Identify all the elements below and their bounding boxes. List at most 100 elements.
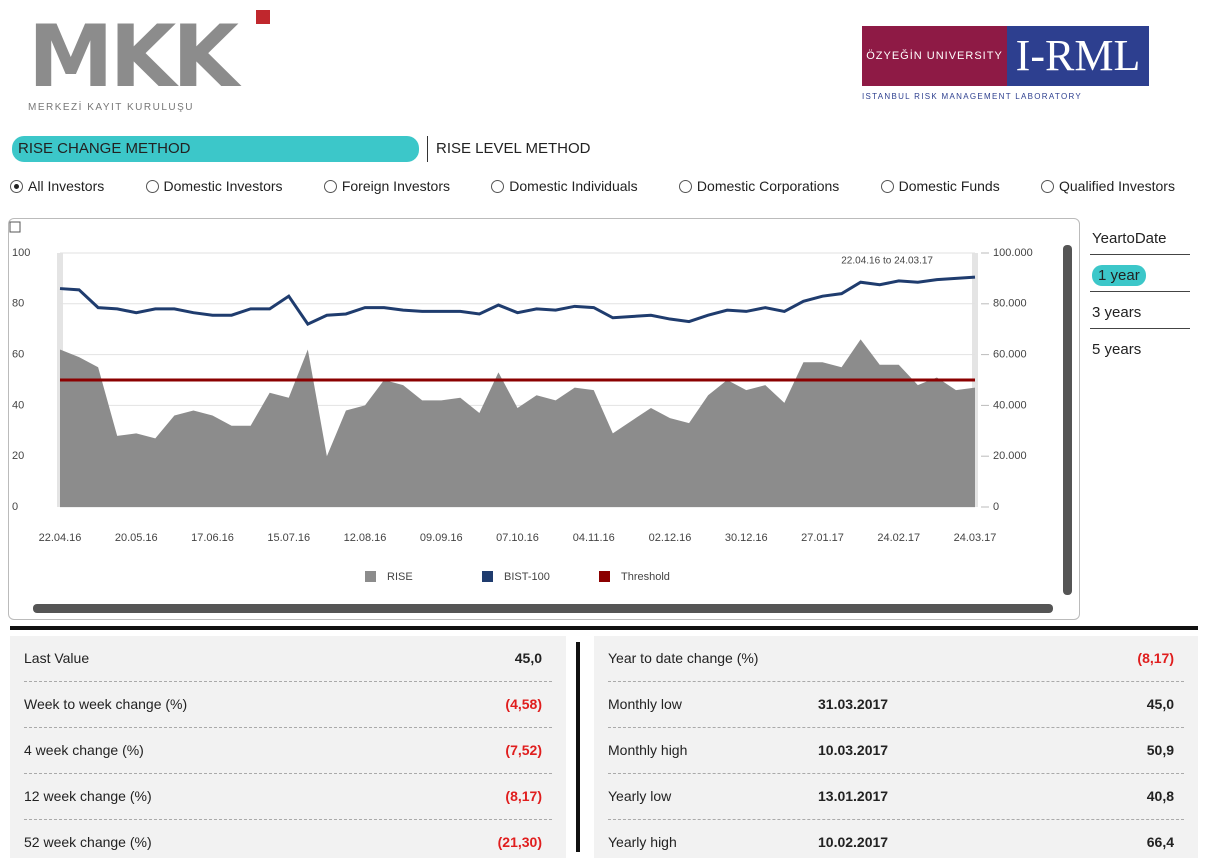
stat-row: 12 week change (%) (8,17)	[24, 774, 552, 820]
y2-tick-label: 60.000	[993, 349, 1027, 361]
stat-date: 10.02.2017	[818, 834, 889, 850]
radio-option[interactable]: Qualified Investors	[1041, 178, 1175, 194]
stat-label: 4 week change (%)	[24, 742, 144, 758]
stat-date: 13.01.2017	[818, 788, 889, 804]
stat-row: Yearly high 10.02.2017 66,4	[608, 820, 1184, 865]
x-tick-label: 02.12.16	[649, 532, 692, 544]
stat-date: 10.03.2017	[818, 742, 889, 758]
period-label[interactable]: YeartoDate	[1092, 230, 1167, 247]
legend-swatch	[365, 571, 376, 582]
radio-button[interactable]	[323, 179, 337, 193]
x-tick-label: 12.08.16	[344, 532, 387, 544]
university-name: ÖZYEĞİN UNIVERSITY	[862, 26, 1007, 86]
radio-option[interactable]: Domestic Investors	[145, 178, 283, 194]
radio-option[interactable]: Domestic Funds	[880, 178, 1000, 194]
radio-option[interactable]: Domestic Individuals	[491, 178, 638, 194]
stats-right: Year to date change (%) (8,17) Monthly low…	[594, 636, 1198, 858]
vertical-scrollbar[interactable]	[1063, 245, 1072, 595]
stat-value: (4,58)	[505, 696, 542, 712]
lab-name: I-RML	[1007, 26, 1149, 86]
chart-frame	[8, 218, 1080, 620]
y2-tick-label: 20.000	[993, 450, 1027, 462]
period-label[interactable]: 3 years	[1092, 304, 1142, 321]
stat-row: Year to date change (%) (8,17)	[608, 636, 1184, 682]
stat-row: 4 week change (%) (7,52)	[24, 728, 552, 774]
x-tick-label: 24.03.17	[954, 532, 997, 544]
chart-annotation: 22.04.16 to 24.03.17	[841, 256, 933, 267]
lab-subtitle: ISTANBUL RISK MANAGEMENT LABORATORY	[862, 92, 1083, 101]
period-option[interactable]: 1 year	[1090, 261, 1190, 292]
y2-tick-label: 0	[993, 501, 999, 513]
stat-row: Week to week change (%) (4,58)	[24, 682, 552, 728]
x-tick-label: 27.01.17	[801, 532, 844, 544]
stat-value: (8,17)	[505, 788, 542, 804]
period-option[interactable]: 5 years	[1090, 335, 1190, 365]
legend-label: BIST-100	[504, 571, 550, 583]
horizontal-scrollbar[interactable]	[33, 604, 1053, 613]
radio-button[interactable]	[491, 179, 505, 193]
x-tick-label: 04.11.16	[573, 532, 615, 544]
stat-label: 12 week change (%)	[24, 788, 152, 804]
y2-tick-label: 100.000	[993, 247, 1033, 259]
radio-option[interactable]: Foreign Investors	[323, 178, 450, 194]
radio-option[interactable]: All Investors	[10, 178, 104, 194]
stat-label: Yearly high	[608, 834, 677, 850]
radio-button[interactable]	[880, 179, 894, 193]
divider	[10, 626, 1198, 630]
stat-label: Monthly high	[608, 742, 688, 758]
stat-value: (8,17)	[1137, 650, 1174, 666]
stat-value: (7,52)	[505, 742, 542, 758]
radio-label[interactable]: All Investors	[28, 178, 105, 194]
chart-menu-icon[interactable]	[9, 221, 21, 233]
stat-row: Monthly high 10.03.2017 50,9	[608, 728, 1184, 774]
stat-label: Year to date change (%)	[608, 650, 759, 666]
tabs: RISE CHANGE METHOD RISE LEVEL METHOD	[12, 136, 596, 162]
stat-value: 66,4	[1146, 834, 1174, 850]
period-option[interactable]: YeartoDate	[1090, 224, 1190, 255]
radio-label[interactable]: Domestic Funds	[898, 178, 1000, 194]
y2-tick-label: 40.000	[993, 399, 1027, 411]
logo-subtitle: MERKEZİ KAYIT KURULUŞU	[28, 102, 194, 113]
panel-separator	[576, 642, 580, 852]
radio-label[interactable]: Domestic Corporations	[696, 178, 840, 194]
y-tick-label: 0	[12, 501, 18, 513]
stat-value: 50,9	[1146, 742, 1174, 758]
radio-option[interactable]: Domestic Corporations	[678, 178, 840, 194]
tab[interactable]: RISE CHANGE METHOD	[12, 136, 419, 162]
stat-value: 45,0	[1146, 696, 1174, 712]
stat-label: Last Value	[24, 650, 90, 666]
period-label[interactable]: 5 years	[1092, 341, 1142, 358]
x-tick-label: 07.10.16	[496, 532, 539, 544]
radio-label[interactable]: Qualified Investors	[1059, 178, 1175, 194]
x-tick-label: 22.04.16	[39, 532, 82, 544]
legend-label: RISE	[387, 571, 413, 583]
stat-row: Last Value 45,0	[24, 636, 552, 682]
stat-label: Monthly low	[608, 696, 682, 712]
stats-left: Last Value 45,0 Week to week change (%) (4,…	[10, 636, 566, 858]
period-option[interactable]: 3 years	[1090, 298, 1190, 329]
x-tick-label: 17.06.16	[191, 532, 234, 544]
radio-label[interactable]: Domestic Individuals	[509, 178, 638, 194]
radio-button[interactable]	[1041, 179, 1054, 193]
irml-logo: ÖZYEĞİN UNIVERSITY I-RML ISTANBUL RISK M…	[862, 26, 1152, 106]
stat-date: 31.03.2017	[818, 696, 889, 712]
tab[interactable]: RISE LEVEL METHOD	[427, 136, 596, 162]
rise-area	[60, 339, 975, 507]
period-label[interactable]: 1 year	[1092, 265, 1146, 286]
radio-label[interactable]: Domestic Investors	[163, 178, 283, 194]
y-tick-label: 100	[12, 247, 30, 259]
y-tick-label: 80	[12, 298, 24, 310]
x-tick-label: 09.09.16	[420, 532, 463, 544]
radio-label[interactable]: Foreign Investors	[341, 178, 450, 194]
stat-value: 45,0	[514, 650, 542, 666]
stat-row: Yearly low 13.01.2017 40,8	[608, 774, 1184, 820]
y-tick-label: 60	[12, 349, 24, 361]
radio-button[interactable]	[10, 179, 23, 193]
stat-row: Monthly low 31.03.2017 45,0	[608, 682, 1184, 728]
radio-button[interactable]	[145, 179, 159, 193]
stat-label: Week to week change (%)	[24, 696, 188, 712]
x-tick-label: 20.05.16	[115, 532, 158, 544]
period-options: YeartoDate 1 year 3 years 5 years	[1090, 224, 1190, 371]
radio-button[interactable]	[678, 179, 692, 193]
